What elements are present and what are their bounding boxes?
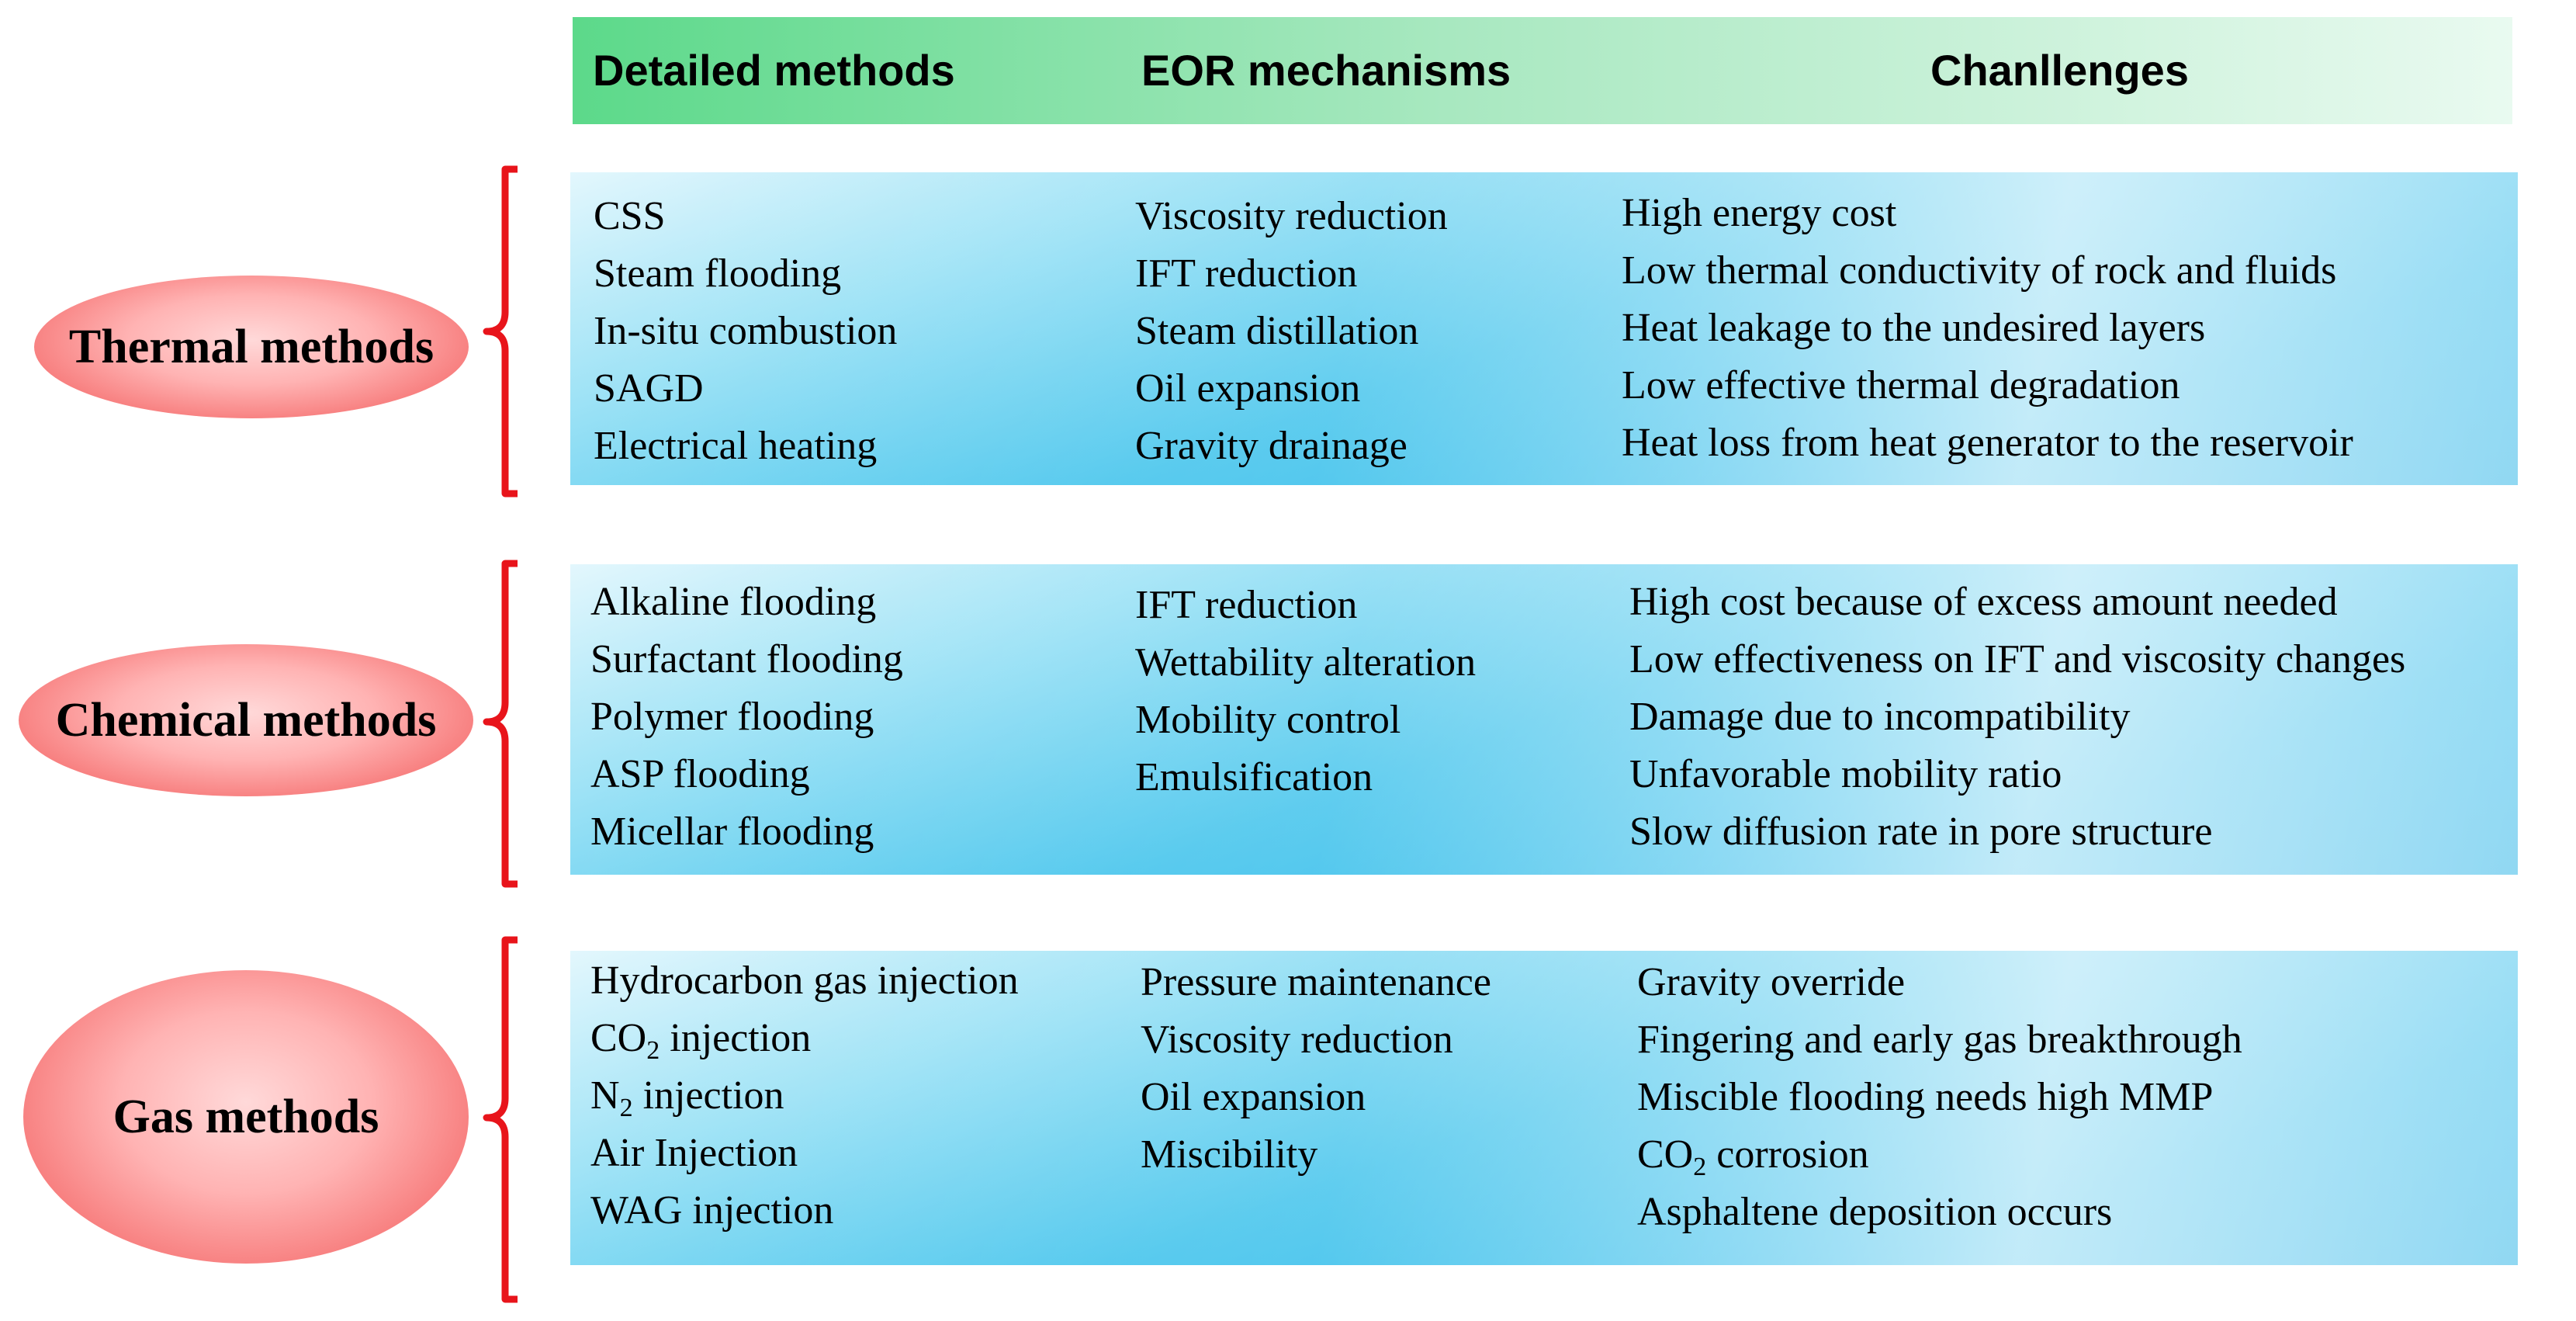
mechanism-item: IFT reduction — [1135, 251, 1358, 296]
challenges-column-thermal: High energy cost Low thermal conductivit… — [1622, 185, 2353, 472]
mechanism-item: Steam distillation — [1135, 309, 1419, 353]
challenges-column-gas: Gravity override Fingering and early gas… — [1637, 954, 2242, 1241]
header-challenges: Chanllenges — [1930, 46, 2189, 95]
mechanism-item: Viscosity reduction — [1141, 1018, 1453, 1062]
brace-gas — [483, 936, 518, 1303]
mechanism-item: Pressure maintenance — [1141, 960, 1491, 1004]
method-item: ASP flooding — [590, 752, 810, 796]
mechanism-item: Wettability alteration — [1135, 640, 1477, 685]
method-item: Electrical heating — [594, 424, 878, 468]
category-oval-gas: Gas methods — [23, 970, 469, 1264]
methods-column-chemical: Alkaline flooding Surfactant flooding Po… — [590, 574, 903, 861]
challenge-item: Miscible flooding needs high MMP — [1637, 1075, 2214, 1119]
challenge-item: Gravity override — [1637, 960, 1906, 1004]
method-item: Polymer flooding — [590, 695, 874, 739]
header-bar: Detailed methods EOR mechanisms Chanllen… — [573, 17, 2512, 124]
challenge-item: Low effective thermal degradation — [1622, 363, 2180, 407]
panel-chemical: Alkaline flooding Surfactant flooding Po… — [570, 564, 2518, 875]
method-item: CO2 injection — [590, 1016, 812, 1065]
challenge-item: Low thermal conductivity of rock and flu… — [1622, 248, 2337, 293]
mechanism-item: Emulsification — [1135, 755, 1373, 799]
mechanism-item: Gravity drainage — [1135, 424, 1407, 468]
header-detailed-methods: Detailed methods — [593, 46, 955, 95]
mechanism-item: IFT reduction — [1135, 583, 1358, 627]
method-item: WAG injection — [590, 1188, 834, 1233]
method-item: SAGD — [594, 366, 704, 411]
category-label-gas: Gas methods — [113, 1090, 379, 1143]
method-item: Surfactant flooding — [590, 637, 903, 681]
methods-column-thermal: CSS Steam flooding In-situ combustion SA… — [594, 188, 897, 475]
challenge-item: Heat loss from heat generator to the res… — [1622, 421, 2353, 465]
category-label-thermal: Thermal methods — [68, 320, 435, 373]
panel-gas: Hydrocarbon gas injection CO2 injection … — [570, 951, 2518, 1265]
challenge-item: Asphaltene deposition occurs — [1637, 1190, 2113, 1234]
mechanism-item: Miscibility — [1141, 1132, 1318, 1177]
mechanism-item: Oil expansion — [1135, 366, 1361, 411]
mechanisms-column-gas: Pressure maintenance Viscosity reduction… — [1141, 954, 1491, 1184]
panel-thermal: CSS Steam flooding In-situ combustion SA… — [570, 172, 2518, 485]
brace-chemical — [483, 560, 518, 888]
category-label-chemical: Chemical methods — [55, 693, 437, 747]
method-item: Micellar flooding — [590, 810, 874, 854]
method-item: Air Injection — [590, 1131, 798, 1175]
method-item: Steam flooding — [594, 251, 842, 296]
method-item: N2 injection — [590, 1073, 784, 1122]
challenge-item: CO2 corrosion — [1637, 1132, 1869, 1181]
challenge-item: High cost because of excess amount neede… — [1629, 580, 2338, 624]
challenge-item: Slow diffusion rate in pore structure — [1629, 810, 2213, 854]
category-oval-chemical: Chemical methods — [19, 644, 473, 796]
challenge-item: Heat leakage to the undesired layers — [1622, 306, 2206, 350]
challenges-column-chemical: High cost because of excess amount neede… — [1629, 574, 2405, 861]
mechanism-item: Oil expansion — [1141, 1075, 1366, 1119]
mechanism-item: Viscosity reduction — [1135, 194, 1448, 238]
method-item: Alkaline flooding — [590, 580, 877, 624]
header-eor-mechanisms: EOR mechanisms — [1141, 46, 1511, 95]
method-item: Hydrocarbon gas injection — [590, 959, 1019, 1003]
brace-thermal — [483, 165, 518, 498]
category-oval-thermal: Thermal methods — [34, 276, 469, 418]
method-item: In-situ combustion — [594, 309, 898, 353]
methods-column-gas: Hydrocarbon gas injection CO2 injection … — [590, 952, 1019, 1240]
mechanisms-column-thermal: Viscosity reduction IFT reduction Steam … — [1135, 188, 1448, 475]
challenge-item: Fingering and early gas breakthrough — [1637, 1018, 2242, 1062]
challenge-item: Damage due to incompatibility — [1629, 695, 2131, 739]
mechanisms-column-chemical: IFT reduction Wettability alteration Mob… — [1135, 577, 1476, 806]
method-item: CSS — [594, 194, 666, 238]
challenge-item: High energy cost — [1622, 191, 1897, 235]
mechanism-item: Mobility control — [1135, 698, 1401, 742]
challenge-item: Low effectiveness on IFT and viscosity c… — [1629, 637, 2406, 681]
challenge-item: Unfavorable mobility ratio — [1629, 752, 2062, 796]
